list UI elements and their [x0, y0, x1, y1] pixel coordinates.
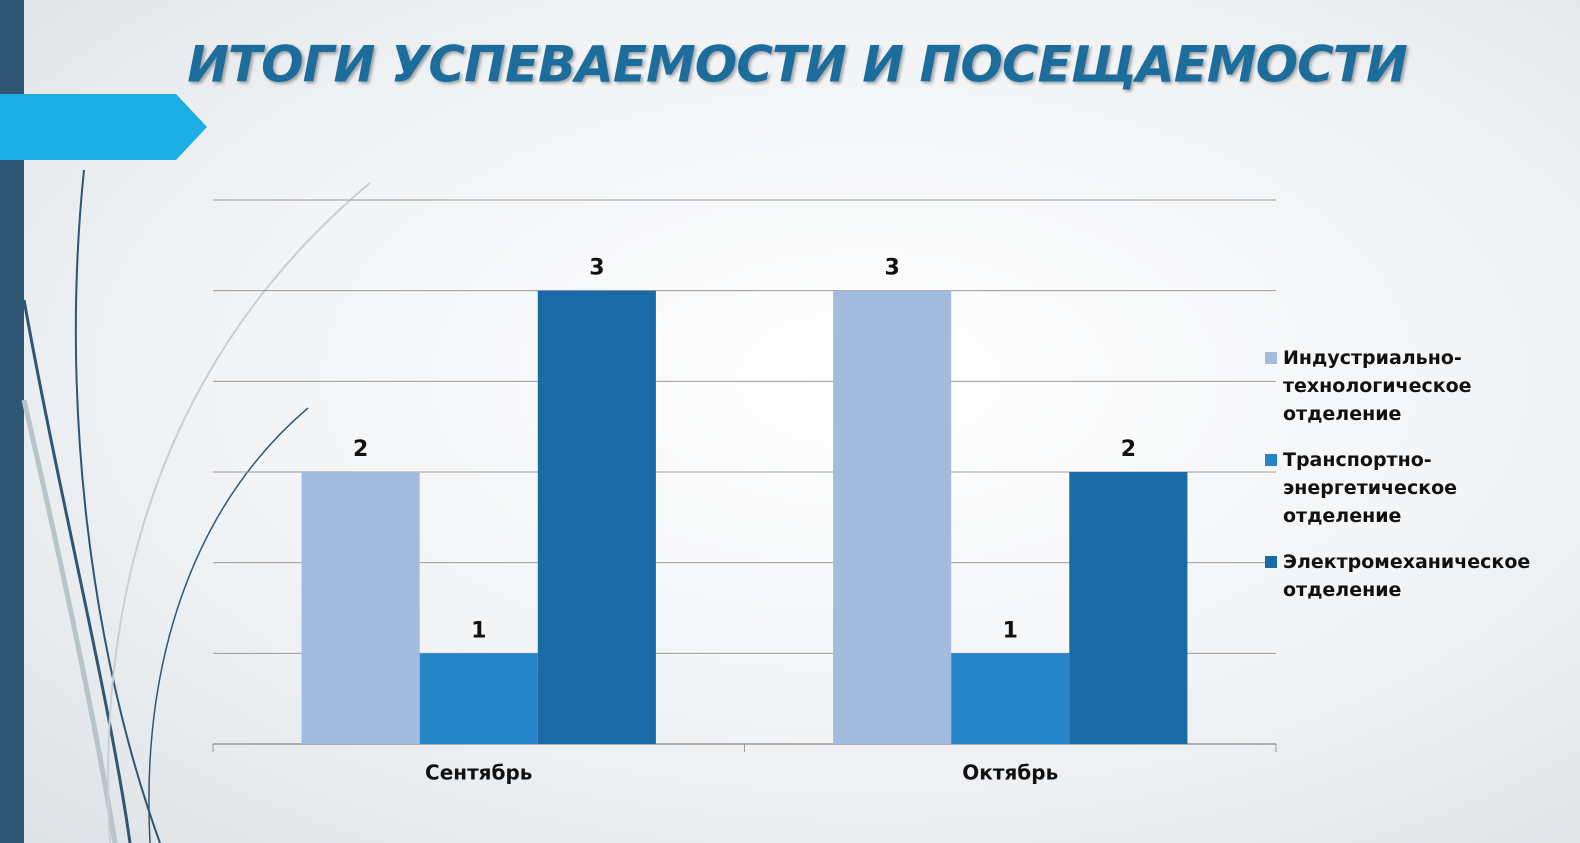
data-label: 3	[884, 256, 899, 281]
legend-swatch	[1265, 454, 1277, 466]
legend: Индустриально-технологическое отделение Т…	[1265, 344, 1575, 622]
legend-label: Электромеханическое отделение	[1283, 551, 1531, 601]
chart-title: ИТОГИ УСПЕВАЕМОСТИ И ПОСЕЩАЕМОСТИ	[187, 36, 1407, 94]
arrow-shape	[0, 94, 207, 160]
x-tick-label: Октябрь	[962, 761, 1058, 785]
bar	[833, 290, 952, 744]
legend-swatch	[1265, 556, 1277, 568]
legend-label: Транспортно-энергетическое отделение	[1283, 449, 1458, 527]
legend-swatch	[1265, 352, 1277, 364]
bar	[951, 653, 1070, 744]
data-label: 3	[589, 256, 604, 281]
x-tick-label: Сентябрь	[425, 761, 532, 785]
data-label: 2	[353, 437, 368, 462]
legend-item: Индустриально-технологическое отделение	[1265, 344, 1575, 428]
bar	[301, 472, 420, 744]
legend-label: Индустриально-технологическое отделение	[1283, 347, 1472, 425]
data-label: 2	[1121, 437, 1136, 462]
data-label: 1	[1003, 618, 1018, 643]
bar	[1069, 472, 1188, 744]
legend-item: Электромеханическое отделение	[1265, 548, 1575, 604]
legend-item: Транспортно-энергетическое отделение	[1265, 446, 1575, 530]
bar	[537, 290, 656, 744]
bar	[419, 653, 538, 744]
data-label: 1	[471, 618, 486, 643]
decor-curves	[21, 169, 371, 843]
